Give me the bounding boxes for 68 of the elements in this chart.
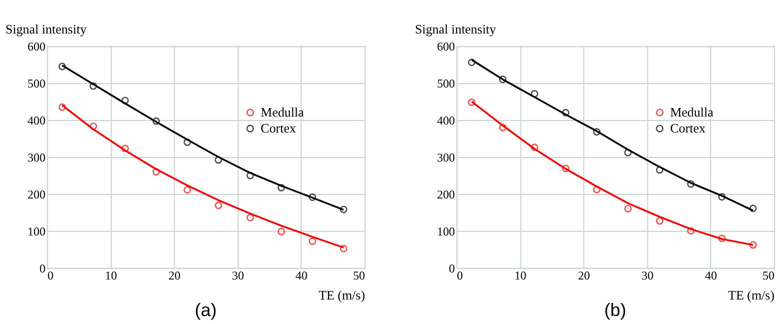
point — [90, 122, 98, 130]
point — [656, 217, 664, 225]
point — [687, 227, 695, 235]
point — [246, 172, 254, 180]
x-tick-label: 10 — [514, 268, 526, 282]
point — [499, 124, 507, 132]
point — [308, 194, 316, 202]
point — [687, 180, 695, 188]
legend-label: Cortex — [670, 120, 706, 136]
point — [184, 186, 192, 194]
y-tick-label: 300 — [436, 150, 455, 164]
y-tick-label: 300 — [27, 150, 46, 164]
point — [90, 82, 98, 90]
text: (a) — [194, 300, 217, 320]
x-tick-label: 30 — [232, 268, 244, 282]
x-tick-label: 20 — [578, 268, 590, 282]
point — [246, 214, 254, 222]
y-tick-label: 600 — [27, 40, 46, 54]
x-tick-label: 30 — [641, 268, 654, 282]
y-tick-label: 400 — [436, 114, 455, 128]
x-tick-label: 20 — [168, 268, 180, 282]
line-series — [61, 104, 344, 248]
point — [468, 58, 476, 66]
point — [562, 164, 570, 172]
point — [152, 168, 160, 176]
point — [58, 103, 66, 111]
point — [214, 202, 222, 210]
point — [184, 138, 192, 146]
point — [656, 166, 664, 174]
point — [152, 117, 160, 125]
y-tick-label: 100 — [27, 224, 46, 238]
x-axis-title: TE (m/s) — [728, 287, 775, 302]
point — [530, 144, 538, 152]
point — [593, 186, 601, 194]
point — [624, 148, 632, 156]
x-tick-label: 40 — [705, 268, 717, 282]
x-tick-label: 50 — [762, 268, 775, 282]
x-tick-label: 40 — [296, 268, 308, 282]
point — [530, 90, 538, 98]
y-tick-label: 500 — [27, 76, 46, 91]
point — [308, 238, 316, 245]
point — [718, 234, 726, 242]
x-tick-label: 10 — [104, 268, 117, 282]
y-tick-label: 500 — [436, 76, 455, 91]
y-tick-label: 600 — [436, 40, 455, 54]
point — [214, 156, 222, 164]
x-axis-title: TE (m/s) — [318, 287, 366, 302]
y-tick-label: 200 — [27, 187, 46, 202]
y-tick-label: 200 — [436, 187, 455, 202]
y-tick-label: 100 — [436, 224, 455, 238]
point — [593, 128, 601, 136]
point — [718, 193, 726, 201]
y-axis-title: Signal intensity — [5, 22, 88, 37]
y-tick-label: 400 — [27, 114, 46, 128]
point — [499, 76, 507, 84]
legend-label: Medulla — [260, 104, 304, 120]
point — [624, 205, 632, 212]
point — [278, 184, 286, 192]
x-tick-label: 50 — [353, 268, 366, 282]
point — [121, 96, 129, 104]
legend-label: Cortex — [260, 120, 296, 136]
legend-label: Medulla — [670, 104, 714, 120]
point — [562, 108, 570, 116]
text: (b) — [604, 300, 626, 320]
y-axis-title: Signal intensity — [414, 22, 497, 37]
point — [121, 144, 129, 152]
point — [278, 228, 286, 236]
point — [749, 204, 757, 212]
